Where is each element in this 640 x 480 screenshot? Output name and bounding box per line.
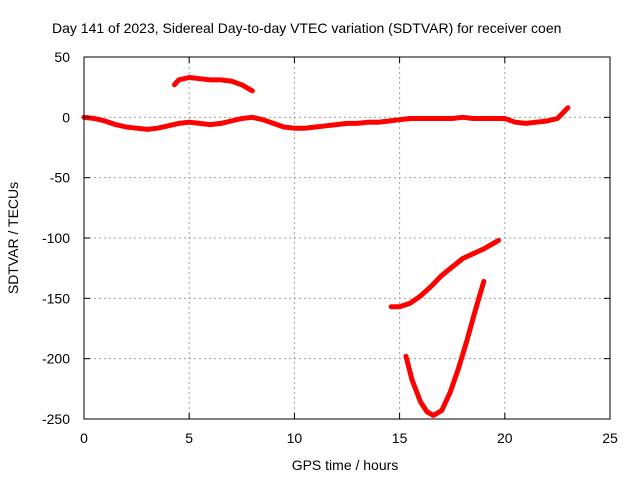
y-tick-label: 0 xyxy=(62,109,70,125)
series-line xyxy=(81,105,571,132)
data-series xyxy=(81,75,571,418)
y-tick-label: -150 xyxy=(42,290,70,306)
series-line xyxy=(172,75,255,94)
y-tick-label: -250 xyxy=(42,411,70,427)
y-tick-label: 50 xyxy=(54,49,70,65)
x-tick-label: 5 xyxy=(185,430,193,446)
x-tick-label: 15 xyxy=(392,430,408,446)
x-tick-label: 0 xyxy=(80,430,88,446)
x-tick-label: 20 xyxy=(497,430,513,446)
y-tick-label: -50 xyxy=(50,170,70,186)
x-tick-label: 25 xyxy=(602,430,618,446)
tick-labels: 0 5 10 15 20 25 -250 -200 -150 -100 -50 0 50 xyxy=(42,49,618,446)
y-tick-label: -100 xyxy=(42,230,70,246)
series-line xyxy=(403,278,487,418)
x-tick-label: 10 xyxy=(287,430,303,446)
series-line xyxy=(388,237,501,310)
y-axis-label: SDTVAR / TECUs xyxy=(5,182,21,294)
axis-ticks xyxy=(83,56,611,420)
y-tick-label: -200 xyxy=(42,351,70,367)
chart-title: Day 141 of 2023, Sidereal Day-to-day VTE… xyxy=(52,20,561,36)
x-axis-label: GPS time / hours xyxy=(292,457,399,473)
